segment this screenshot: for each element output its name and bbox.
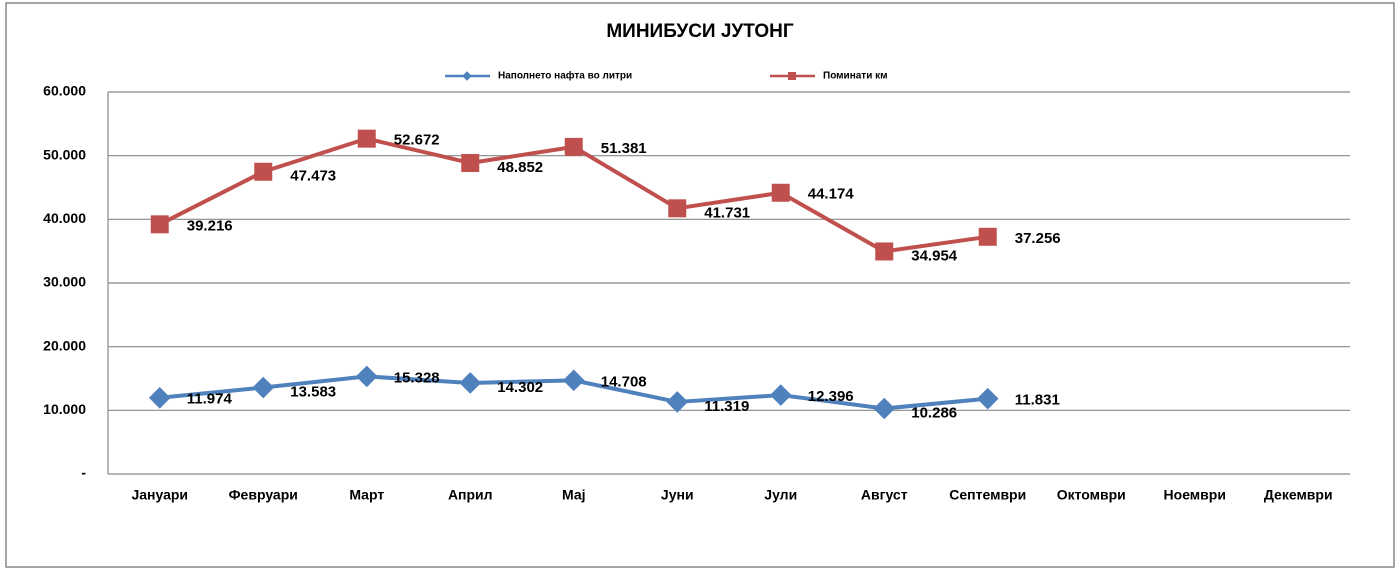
marker (459, 372, 482, 394)
x-tick-label: Мај (562, 487, 586, 503)
y-tick-label: 40.000 (43, 210, 86, 226)
marker (355, 365, 378, 388)
data-label: 34.954 (911, 247, 958, 264)
data-label: 51.381 (601, 140, 647, 157)
data-label: 37.256 (1015, 230, 1061, 247)
marker (148, 386, 171, 409)
data-label: 13.583 (290, 383, 336, 400)
y-tick-label: 10.000 (43, 401, 86, 417)
marker (788, 72, 796, 80)
data-label: 44.174 (808, 186, 855, 203)
data-label: 10.286 (911, 404, 957, 421)
chart-title: МИНИБУСИ ЈУТОНГ (606, 21, 794, 42)
marker (252, 376, 275, 399)
marker (461, 153, 480, 172)
marker (357, 129, 376, 148)
data-label: 47.473 (290, 168, 336, 185)
marker (771, 183, 790, 202)
marker (873, 397, 896, 420)
legend-label: Поминати км (823, 71, 888, 82)
y-tick-label: 30.000 (43, 274, 86, 290)
marker (976, 387, 999, 410)
x-tick-label: Јануари (131, 487, 188, 503)
x-tick-label: Април (448, 487, 493, 503)
data-label: 12.396 (808, 388, 854, 405)
x-tick-label: Февруари (229, 487, 298, 503)
data-label: 14.302 (497, 379, 543, 396)
x-tick-label: Јуни (661, 487, 694, 503)
data-label: 52.672 (394, 132, 440, 149)
marker (769, 384, 792, 406)
y-tick-label: 50.000 (43, 146, 86, 162)
x-tick-label: Март (349, 487, 384, 503)
marker (254, 162, 273, 181)
data-label: 41.731 (704, 204, 750, 221)
x-tick-label: Август (861, 487, 908, 503)
x-tick-label: Октомври (1057, 487, 1126, 503)
data-label: 39.216 (187, 217, 233, 234)
marker (564, 137, 583, 156)
marker (666, 391, 689, 413)
data-label: 14.708 (601, 373, 647, 390)
marker (462, 71, 472, 81)
marker (875, 242, 894, 261)
marker (668, 199, 687, 218)
marker (562, 369, 585, 392)
x-tick-label: Ноември (1164, 487, 1226, 503)
x-tick-label: Јули (764, 487, 797, 503)
y-tick-label: 60.000 (43, 83, 86, 99)
chart-border (5, 2, 1395, 568)
x-tick-label: Декември (1264, 487, 1333, 503)
data-label: 48.852 (497, 159, 543, 176)
y-tick-label: - (81, 465, 86, 481)
legend-label: Наполнето нафта во литри (498, 70, 632, 82)
data-label: 11.974 (187, 391, 233, 408)
x-tick-label: Септември (949, 487, 1026, 503)
data-label: 11.831 (1015, 392, 1060, 409)
data-label: 15.328 (394, 369, 440, 386)
data-label: 11.319 (704, 398, 749, 415)
y-tick-label: 20.000 (43, 337, 86, 353)
marker (150, 215, 169, 234)
marker (978, 227, 997, 246)
